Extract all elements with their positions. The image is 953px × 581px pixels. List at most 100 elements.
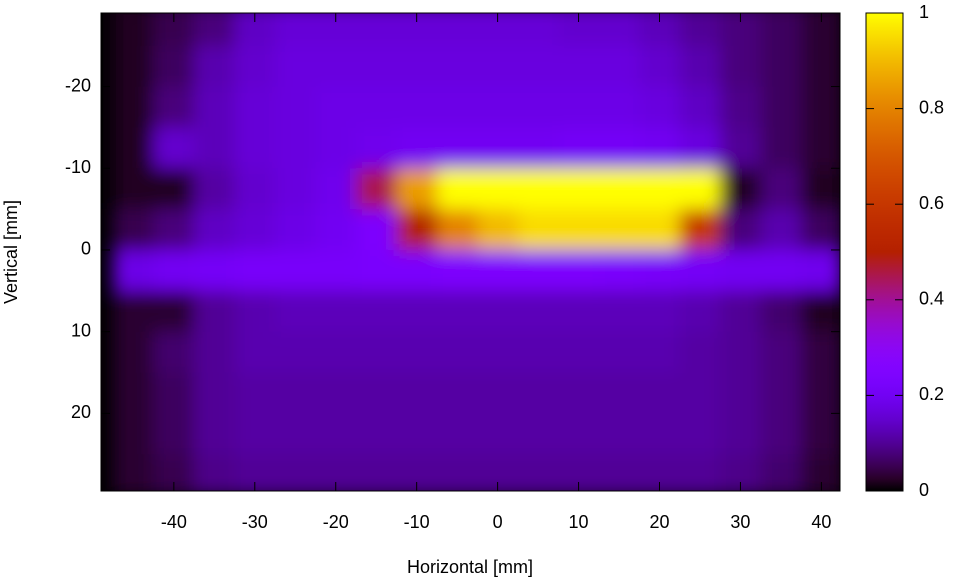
heatmap-cell <box>517 290 559 333</box>
heatmap-cell <box>113 331 155 374</box>
y-tick-label: -20 <box>65 75 91 95</box>
heatmap-cell <box>396 209 438 251</box>
heatmap-cell <box>801 127 840 169</box>
heatmap-cell <box>558 13 600 47</box>
heatmap-cell <box>720 413 762 455</box>
heatmap-cell <box>436 372 478 414</box>
heatmap-cell <box>153 331 195 374</box>
heatmap-cell <box>679 127 721 169</box>
heatmap-cell <box>760 168 802 210</box>
heatmap-cell <box>355 13 397 47</box>
heatmap-cell <box>720 13 762 47</box>
heatmap-cell <box>598 454 640 491</box>
heatmap-cell <box>194 372 236 414</box>
heatmap-cell <box>679 45 721 88</box>
heatmap-cell <box>639 209 681 251</box>
heatmap-cell <box>315 413 357 455</box>
heatmap-cell <box>436 127 478 169</box>
heatmap-cell <box>436 413 478 455</box>
y-tick-label: -10 <box>65 157 91 177</box>
heatmap-cell <box>801 454 840 491</box>
heatmap-cell <box>315 209 357 251</box>
heatmap-cell <box>275 249 316 292</box>
heatmap-cell <box>517 13 559 47</box>
heatmap-cell <box>315 127 357 169</box>
heatmap-cell <box>639 168 681 210</box>
heatmap-cell <box>801 249 840 292</box>
x-tick-label: -40 <box>161 512 187 532</box>
heatmap-cell <box>396 249 438 292</box>
heatmap-cell <box>113 372 155 414</box>
heatmap-cell <box>720 249 762 292</box>
axes: -40 -30 -20 -10 0 10 20 30 40 -20 -10 0 10 20 0 0.2 0.4 0… <box>65 2 944 532</box>
heatmap-cell <box>355 168 397 210</box>
heatmap-cell <box>153 86 195 128</box>
y-tick-label: 20 <box>71 402 91 422</box>
heatmap-cell <box>315 331 357 374</box>
heatmap-cell <box>355 209 397 251</box>
heatmap-cell <box>801 86 840 128</box>
heatmap-cell <box>679 454 721 491</box>
heatmap-cell <box>355 454 397 491</box>
heatmap-cell <box>760 127 802 169</box>
heatmap-cell <box>760 331 802 374</box>
heatmap-cell <box>558 45 600 88</box>
heatmap-cell <box>234 86 276 128</box>
heatmap-cell <box>113 45 155 88</box>
heatmap-cell <box>598 86 640 128</box>
heatmap-cell <box>315 86 357 128</box>
y-tick-label: 0 <box>81 239 91 259</box>
heatmap-cell <box>436 249 478 292</box>
heatmap-cell <box>679 86 721 128</box>
x-tick-label: -10 <box>404 512 430 532</box>
heatmap-cell <box>517 127 559 169</box>
heatmap-cell <box>477 372 519 414</box>
heatmap-cell <box>153 372 195 414</box>
heatmap-cell <box>517 86 559 128</box>
heatmap-cell <box>275 331 316 374</box>
heatmap-cell <box>517 454 559 491</box>
heatmap-cell <box>355 86 397 128</box>
heatmap-cell <box>153 168 195 210</box>
heatmap-cell <box>436 45 478 88</box>
heatmap-cell <box>436 454 478 491</box>
heatmap-cell <box>355 290 397 333</box>
heatmap-cell <box>720 372 762 414</box>
x-tick-label: -30 <box>242 512 268 532</box>
heatmap-cell <box>801 209 840 251</box>
heatmap-cell <box>113 209 155 251</box>
heatmap-cell <box>517 209 559 251</box>
heatmap-cell <box>477 413 519 455</box>
colorbar-tick-label: 0 <box>919 480 929 500</box>
heatmap-cell <box>679 209 721 251</box>
heatmap-cell <box>396 413 438 455</box>
heatmap-cell <box>477 168 519 210</box>
heatmap-cell <box>598 209 640 251</box>
heatmap-cell <box>517 45 559 88</box>
heatmap-cell <box>436 331 478 374</box>
heatmap-cell <box>801 45 840 88</box>
heatmap-cell <box>598 372 640 414</box>
heatmap-cell <box>275 372 316 414</box>
heatmap-cell <box>760 454 802 491</box>
colorbar-tick-label: 0.2 <box>919 384 944 404</box>
heatmap-cell <box>598 127 640 169</box>
heatmap-cell <box>234 168 276 210</box>
heatmap-cell <box>194 13 236 47</box>
heatmap-cell <box>275 86 316 128</box>
heatmap-cell <box>153 13 195 47</box>
heatmap-cell <box>275 45 316 88</box>
heatmap-cell <box>477 209 519 251</box>
heatmap-cell <box>396 168 438 210</box>
heatmap-cell <box>598 13 640 47</box>
heatmap-cell <box>477 127 519 169</box>
heatmap-cell <box>234 331 276 374</box>
heatmap-cell <box>760 249 802 292</box>
heatmap-cell <box>153 413 195 455</box>
heatmap-cell <box>558 290 600 333</box>
heatmap-cell <box>801 168 840 210</box>
heatmap-cell <box>234 413 276 455</box>
colorbar-tick-label: 0.6 <box>919 193 944 213</box>
heatmap-cell <box>720 290 762 333</box>
